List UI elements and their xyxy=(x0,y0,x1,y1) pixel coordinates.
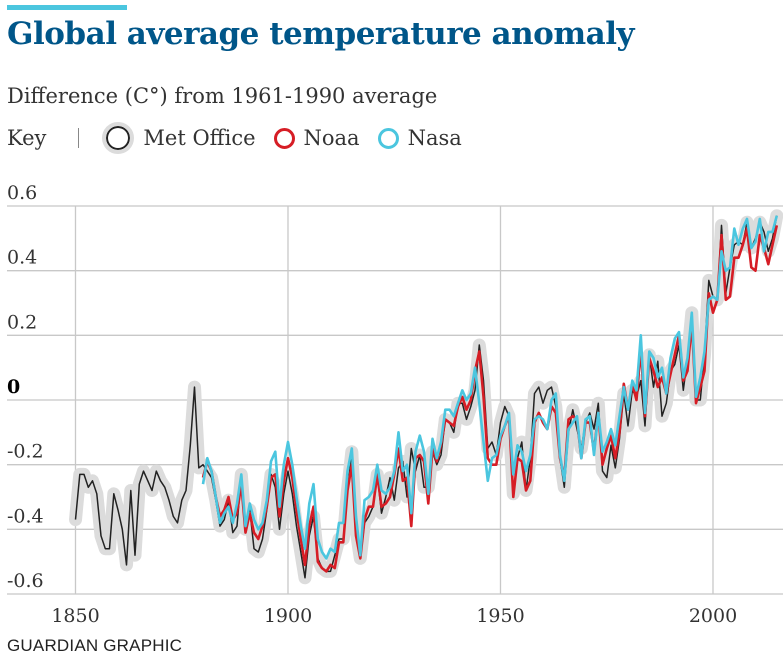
x-tick-label: 1850 xyxy=(51,605,99,627)
nasa-swatch-icon xyxy=(377,127,399,149)
legend-item-nasa: Nasa xyxy=(377,126,462,150)
legend-item-noaa: Noaa xyxy=(273,126,360,150)
legend-item-met-office: Met Office xyxy=(102,122,256,154)
x-tick-label: 1900 xyxy=(264,605,312,627)
y-tick-label: 0 xyxy=(7,376,20,398)
y-tick-label: 0.2 xyxy=(7,311,37,333)
legend-label-nasa: Nasa xyxy=(407,126,462,150)
noaa-swatch-icon xyxy=(273,127,295,149)
chart-subtitle: Difference (C°) from 1961-1990 average xyxy=(7,84,438,108)
y-tick-label: -0.2 xyxy=(7,441,44,463)
y-tick-label: 0.6 xyxy=(7,182,37,204)
legend-separator xyxy=(78,128,80,148)
legend-label-noaa: Noaa xyxy=(303,126,360,150)
y-tick-label: -0.6 xyxy=(7,570,44,592)
legend-label-met-office: Met Office xyxy=(143,126,256,150)
y-tick-label: 0.4 xyxy=(7,247,37,269)
x-tick-label: 1950 xyxy=(476,605,524,627)
y-tick-label: -0.4 xyxy=(7,505,44,527)
legend: Key Met Office Noaa Nasa xyxy=(7,122,480,154)
series-nasa-line xyxy=(201,215,779,560)
legend-key-label: Key xyxy=(7,126,47,150)
chart-title: Global average temperature anomaly xyxy=(7,16,635,52)
met-office-swatch-icon xyxy=(102,122,135,154)
accent-bar xyxy=(7,5,127,10)
credit-label: GUARDIAN GRAPHIC xyxy=(7,636,183,655)
x-tick-label: 2000 xyxy=(689,605,737,627)
series-met-office-halo xyxy=(69,209,783,585)
